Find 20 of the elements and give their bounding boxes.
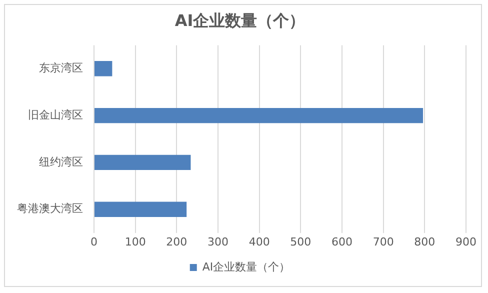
y-tick-label: 纽约湾区 xyxy=(39,155,83,168)
x-tick-label: 400 xyxy=(248,235,270,248)
legend-label: AI企业数量（个） xyxy=(202,260,290,274)
x-tick-label: 100 xyxy=(124,235,146,248)
x-tick-label: 800 xyxy=(414,235,436,248)
x-tick-label: 300 xyxy=(208,235,228,248)
x-tick-label: 0 xyxy=(90,235,98,248)
x-tick-label: 500 xyxy=(290,235,312,248)
y-tick-label: 粤港澳大湾区 xyxy=(17,202,83,216)
bar xyxy=(94,108,424,124)
x-tick-label: 600 xyxy=(332,235,352,248)
y-tick-label: 东京湾区 xyxy=(39,62,83,75)
bar xyxy=(94,61,112,76)
x-tick-label: 200 xyxy=(166,235,188,248)
bar xyxy=(94,202,187,217)
chart-title: AI企业数量（个） xyxy=(174,10,306,30)
x-tick-label: 900 xyxy=(456,235,476,248)
x-tick-label: 700 xyxy=(372,235,394,248)
y-tick-label: 旧金山湾区 xyxy=(28,108,83,122)
bar xyxy=(94,154,191,170)
